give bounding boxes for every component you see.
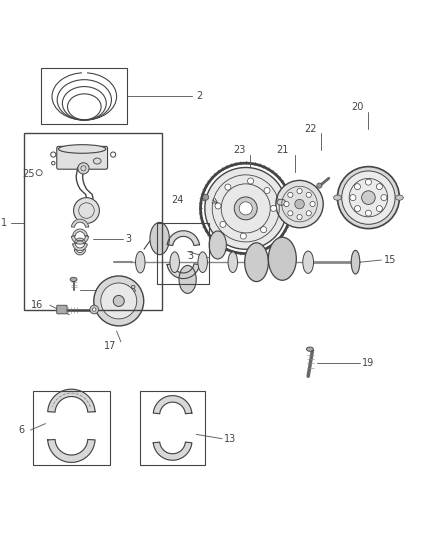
Ellipse shape [135, 252, 145, 273]
Circle shape [234, 197, 257, 220]
Circle shape [94, 276, 144, 326]
Polygon shape [71, 236, 88, 244]
Ellipse shape [150, 222, 170, 255]
Ellipse shape [209, 231, 226, 259]
Text: 20: 20 [352, 102, 364, 112]
Circle shape [297, 214, 302, 220]
Text: 23: 23 [233, 146, 246, 155]
Circle shape [350, 195, 356, 200]
Circle shape [205, 167, 286, 249]
Circle shape [354, 184, 360, 190]
Text: 22: 22 [304, 124, 317, 134]
Text: 21: 21 [276, 146, 289, 155]
Circle shape [288, 192, 293, 197]
Circle shape [295, 199, 304, 209]
Ellipse shape [228, 252, 237, 272]
Polygon shape [74, 238, 85, 244]
FancyBboxPatch shape [57, 305, 67, 314]
Bar [24, 133, 162, 310]
Text: 25: 25 [22, 169, 35, 179]
Circle shape [342, 171, 395, 224]
Circle shape [101, 283, 137, 319]
Text: 1: 1 [1, 219, 7, 229]
Circle shape [288, 211, 293, 216]
Circle shape [365, 210, 371, 216]
Ellipse shape [245, 243, 268, 281]
Circle shape [337, 167, 399, 229]
Polygon shape [73, 244, 87, 251]
Text: 13: 13 [224, 434, 237, 443]
Polygon shape [167, 231, 199, 246]
Polygon shape [48, 440, 95, 462]
Circle shape [220, 221, 226, 228]
Text: 6: 6 [18, 425, 24, 435]
Bar [33, 391, 110, 465]
Circle shape [376, 206, 382, 212]
Text: 15: 15 [384, 255, 396, 265]
Polygon shape [71, 219, 88, 227]
Circle shape [306, 211, 311, 216]
Bar [140, 391, 205, 465]
Circle shape [362, 191, 375, 205]
Ellipse shape [268, 237, 297, 280]
Circle shape [284, 201, 289, 207]
Ellipse shape [93, 158, 101, 164]
Circle shape [74, 198, 99, 223]
Circle shape [247, 178, 254, 184]
Text: 2: 2 [196, 92, 202, 101]
Circle shape [113, 295, 124, 306]
Polygon shape [73, 229, 87, 236]
Ellipse shape [307, 347, 313, 351]
Circle shape [297, 189, 302, 193]
Ellipse shape [170, 252, 180, 272]
Polygon shape [74, 249, 85, 255]
Polygon shape [153, 395, 192, 414]
FancyBboxPatch shape [57, 147, 108, 169]
Circle shape [264, 188, 270, 193]
Circle shape [90, 305, 99, 314]
Polygon shape [167, 264, 199, 279]
Ellipse shape [59, 144, 106, 154]
Circle shape [215, 203, 221, 209]
Circle shape [271, 205, 276, 212]
Circle shape [317, 183, 322, 188]
Ellipse shape [396, 195, 403, 200]
Text: 3: 3 [125, 233, 131, 244]
Bar [158, 223, 209, 284]
FancyArrowPatch shape [144, 239, 152, 249]
Ellipse shape [303, 251, 314, 273]
Circle shape [381, 195, 387, 200]
Circle shape [78, 163, 89, 174]
Ellipse shape [179, 265, 196, 293]
Text: 17: 17 [104, 341, 117, 351]
Circle shape [239, 202, 252, 215]
Circle shape [203, 194, 209, 200]
Polygon shape [48, 389, 95, 412]
Circle shape [225, 184, 231, 190]
Ellipse shape [70, 277, 77, 281]
Text: 3: 3 [187, 251, 194, 261]
Circle shape [365, 179, 371, 185]
Circle shape [354, 206, 360, 212]
Bar [41, 68, 127, 124]
Ellipse shape [351, 251, 360, 274]
Circle shape [92, 308, 96, 311]
Circle shape [261, 227, 267, 233]
Ellipse shape [277, 199, 286, 205]
Circle shape [376, 184, 382, 190]
Text: 16: 16 [31, 300, 43, 310]
Text: 24: 24 [171, 195, 184, 205]
Polygon shape [153, 442, 192, 460]
Ellipse shape [334, 195, 341, 200]
Text: 18: 18 [125, 285, 138, 295]
Circle shape [310, 201, 315, 207]
Circle shape [240, 233, 246, 239]
Text: 19: 19 [362, 358, 374, 368]
Circle shape [276, 180, 323, 228]
Circle shape [306, 192, 311, 197]
Ellipse shape [198, 252, 208, 272]
